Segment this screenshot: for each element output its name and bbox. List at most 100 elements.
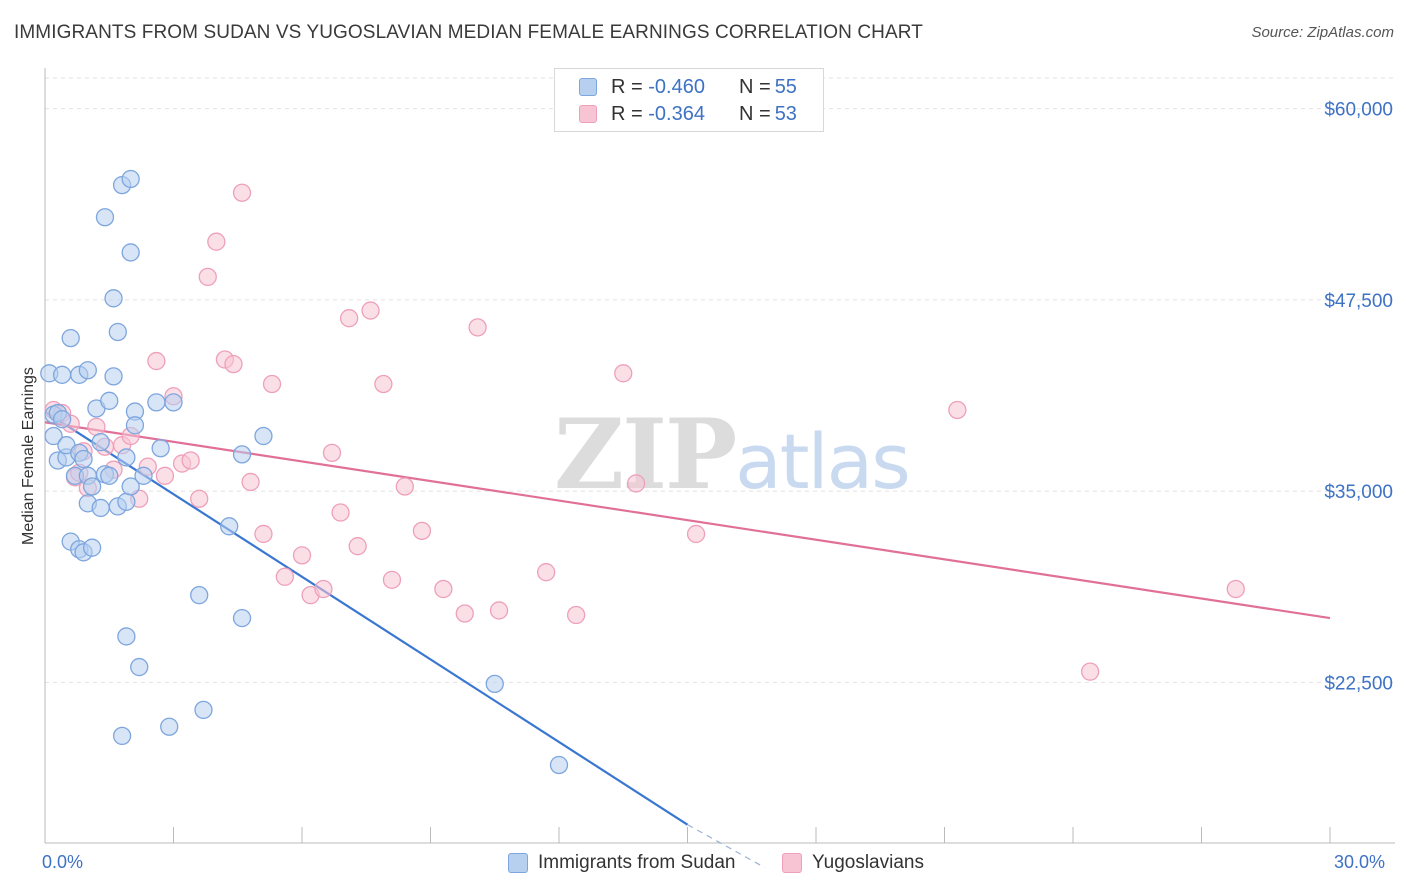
point-sudan — [100, 466, 119, 485]
point-sudan — [52, 365, 72, 384]
point-sudan — [74, 449, 93, 469]
y-tick-label: $22,500 — [1324, 673, 1393, 694]
legend-n-value: 55 — [774, 75, 797, 98]
bottom-legend-label: Yugoslavians — [812, 852, 924, 873]
trend-line-extension — [687, 824, 765, 869]
y-tick-labels: $22,500 $35,000 $47,500 $60,000 — [1324, 100, 1393, 695]
watermark: ZIPatlas — [554, 398, 911, 511]
point-sudan — [121, 169, 140, 189]
point-sudan — [164, 393, 183, 412]
gridlines — [45, 77, 1395, 683]
point-yugoslavian — [331, 503, 350, 522]
legend-r-label: R = — [611, 75, 649, 98]
data-points — [40, 169, 1245, 775]
point-sudan — [130, 657, 149, 677]
point-sudan — [160, 717, 179, 736]
point-sudan — [117, 448, 136, 467]
chart-title: IMMIGRANTS FROM SUDAN VS YUGOSLAVIAN MED… — [14, 22, 923, 43]
y-tick-label: $35,000 — [1324, 482, 1393, 503]
point-sudan — [125, 416, 145, 435]
point-sudan — [91, 432, 110, 452]
point-yugoslavian — [1226, 579, 1245, 599]
point-sudan — [104, 289, 123, 308]
point-sudan — [117, 492, 136, 511]
point-sudan — [44, 426, 63, 446]
point-yugoslavian — [190, 489, 209, 508]
point-sudan — [82, 538, 102, 557]
point-sudan — [108, 322, 127, 342]
x-tick-max: 30.0% — [1334, 852, 1386, 872]
watermark-zip: ZIP — [554, 398, 737, 511]
legend-n-label: N = — [739, 102, 771, 125]
source-credit: Source: ZipAtlas.com — [1251, 24, 1394, 41]
point-yugoslavian — [292, 546, 312, 565]
trend-line-sudan — [44, 410, 689, 826]
point-yugoslavian — [489, 601, 509, 620]
point-sudan — [78, 361, 97, 380]
trend-lines — [44, 410, 1331, 869]
point-yugoslavian — [348, 537, 367, 556]
point-sudan — [549, 755, 569, 775]
point-yugoslavian — [434, 579, 453, 599]
bottom-legend-yugoslavians: Yugoslavians — [782, 852, 924, 874]
y-tick-label: $47,500 — [1324, 291, 1393, 312]
point-sudan — [232, 445, 252, 464]
point-yugoslavian — [468, 318, 487, 337]
point-yugoslavian — [614, 364, 633, 383]
point-yugoslavian — [275, 567, 295, 586]
point-sudan — [95, 208, 115, 227]
legend-row-yugoslavians: R = -0.364 N = 53 — [555, 101, 797, 127]
point-yugoslavian — [322, 443, 342, 463]
point-yugoslavian — [155, 466, 175, 485]
point-sudan — [147, 393, 166, 412]
point-sudan — [194, 700, 213, 720]
point-sudan — [121, 243, 140, 262]
point-sudan — [61, 328, 80, 348]
point-sudan — [151, 439, 170, 458]
point-yugoslavian — [262, 374, 282, 394]
point-sudan — [190, 585, 209, 605]
point-yugoslavian — [87, 417, 106, 436]
point-yugoslavian — [224, 354, 243, 374]
point-sudan — [91, 498, 110, 518]
point-yugoslavian — [948, 400, 967, 420]
x-tick-min: 0.0% — [42, 852, 84, 872]
point-yugoslavian — [314, 579, 333, 599]
y-axis-label: Median Female Earnings — [20, 367, 37, 545]
legend-r-value: -0.364 — [648, 102, 705, 125]
legend-swatch-blue — [579, 78, 597, 96]
bottom-legend-label: Immigrants from Sudan — [538, 852, 736, 873]
point-yugoslavian — [198, 267, 217, 287]
point-sudan — [254, 426, 273, 446]
point-sudan — [485, 674, 504, 694]
point-sudan — [117, 627, 136, 646]
legend-swatch-pink — [579, 105, 597, 123]
trend-line-yugoslavians — [44, 421, 1331, 620]
legend-row-sudan: R = -0.460 N = 55 — [555, 74, 797, 100]
point-yugoslavian — [395, 477, 414, 496]
point-yugoslavian — [626, 474, 646, 493]
legend-r-label: R = — [611, 102, 649, 125]
point-yugoslavian — [1080, 662, 1100, 681]
point-yugoslavian — [181, 451, 200, 470]
point-yugoslavian — [412, 521, 432, 541]
point-sudan — [100, 391, 119, 410]
point-yugoslavian — [566, 605, 586, 625]
point-yugoslavian — [455, 604, 474, 623]
point-sudan — [104, 367, 123, 386]
point-yugoslavian — [241, 472, 260, 492]
point-sudan — [82, 477, 102, 496]
point-yugoslavian — [382, 570, 402, 589]
point-sudan — [220, 517, 239, 536]
point-yugoslavian — [339, 309, 359, 328]
legend-r-value: -0.460 — [648, 75, 705, 98]
point-yugoslavian — [686, 524, 706, 544]
point-sudan — [134, 466, 153, 485]
bottom-legend-swatch-pink — [782, 853, 802, 873]
point-yugoslavian — [232, 183, 252, 202]
bottom-legend-swatch-blue — [508, 853, 528, 873]
point-yugoslavian — [147, 351, 166, 371]
correlation-legend: R = -0.460 N = 55 R = -0.364 N = 53 — [554, 68, 824, 132]
point-yugoslavian — [254, 524, 273, 544]
